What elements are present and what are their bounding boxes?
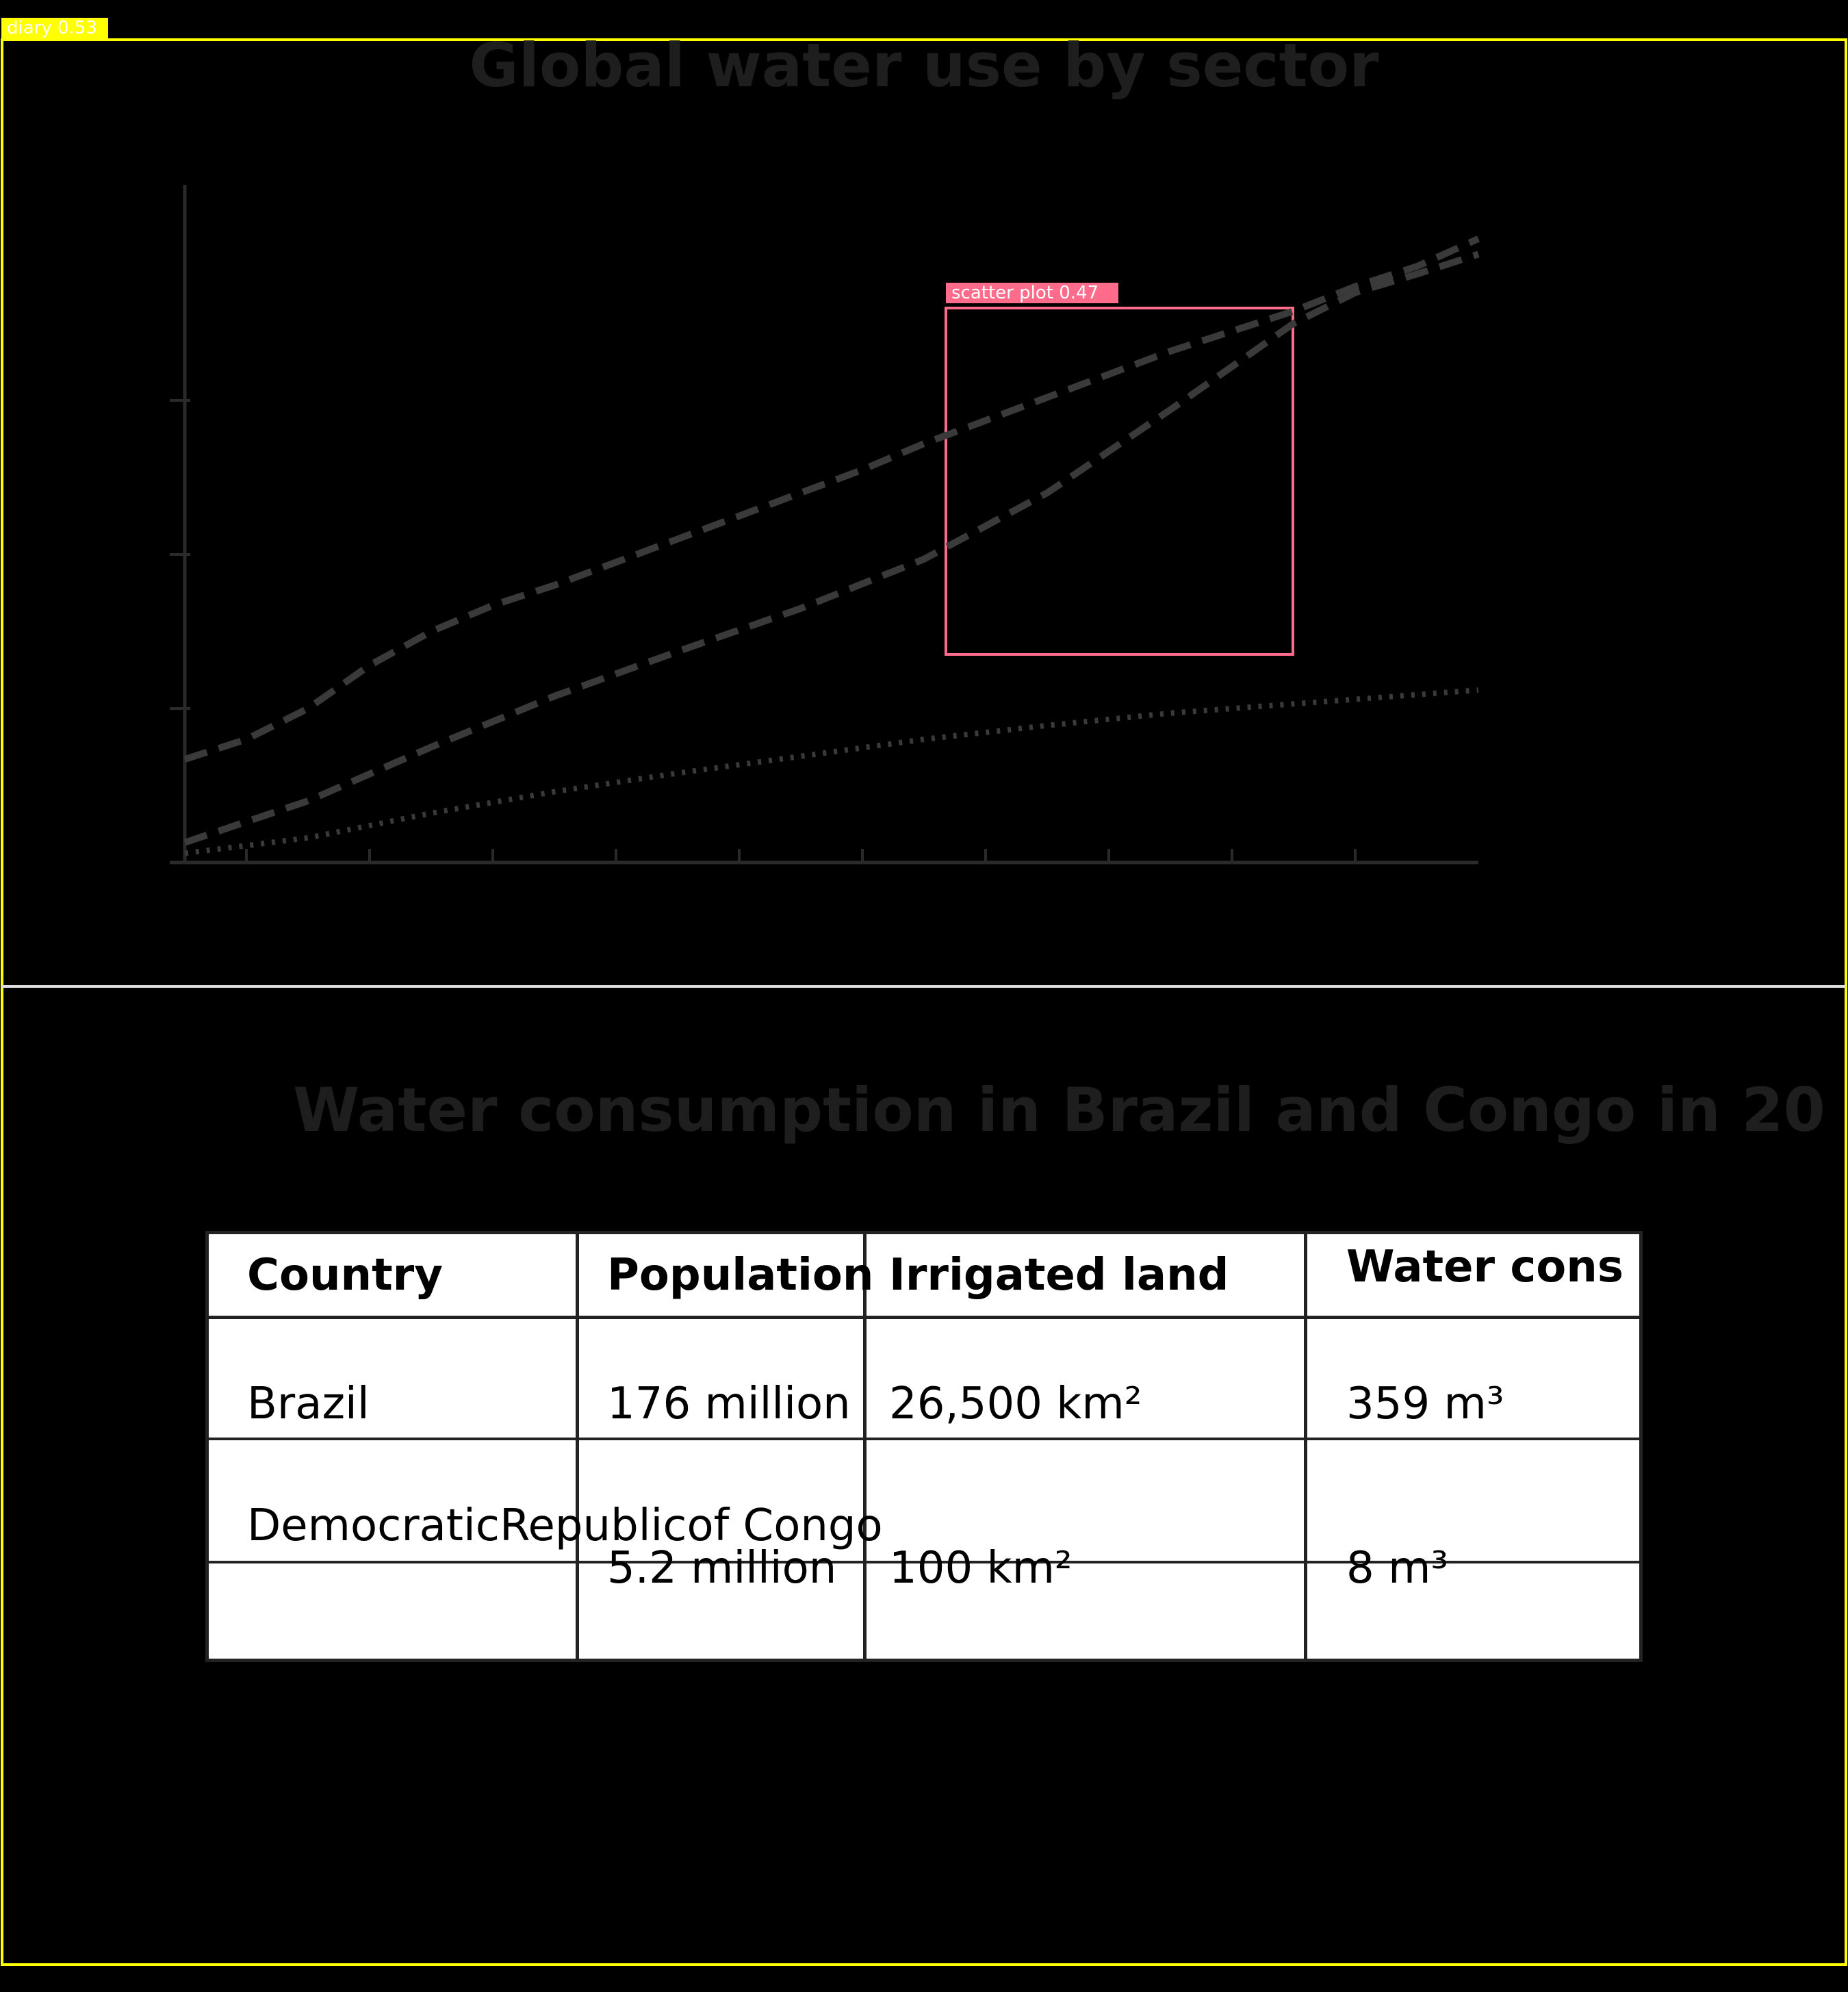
header-irrigated-land: Irrigated land	[889, 1250, 1229, 1301]
series-line-3	[184, 687, 1479, 856]
cell-country-brazil: Brazil	[247, 1379, 370, 1429]
series-line-1	[183, 235, 1480, 763]
column-divider	[1304, 1234, 1307, 1659]
cell-country-congo: DemocraticRepublicof Congo	[247, 1501, 883, 1551]
cell-irrigated-brazil: 26,500 km²	[889, 1379, 1142, 1429]
water-consumption-table: Country Population Irrigated land Water …	[205, 1231, 1643, 1662]
column-divider	[576, 1234, 579, 1659]
column-divider	[863, 1234, 867, 1659]
cell-irrigated-congo: 100 km²	[889, 1543, 1073, 1594]
header-divider	[209, 1316, 1639, 1319]
scatter-plot-detection-box	[945, 307, 1294, 656]
header-country: Country	[247, 1250, 443, 1301]
table-title: Water consumption in Brazil and Congo in…	[293, 1075, 1825, 1145]
cell-water-congo: 8 m³	[1346, 1543, 1449, 1594]
row-divider	[209, 1438, 1639, 1440]
header-population: Population	[607, 1250, 874, 1301]
chart-series	[183, 235, 1480, 856]
row-divider	[209, 1561, 1639, 1563]
chart-axes	[170, 185, 1478, 865]
scatter-plot-detection-label: scatter plot 0.47	[946, 283, 1118, 303]
header-water-consumption: Water cons	[1346, 1242, 1624, 1292]
cell-water-brazil: 359 m³	[1346, 1379, 1504, 1429]
series-line-2	[183, 251, 1480, 846]
chart-title: Global water use by sector	[469, 30, 1379, 101]
cell-population-congo: 5.2 million	[607, 1543, 837, 1594]
cell-population-brazil: 176 million	[607, 1379, 851, 1429]
diary-detection-label: diary 0.53	[1, 18, 108, 38]
diary-detection-box	[1, 38, 1847, 1966]
